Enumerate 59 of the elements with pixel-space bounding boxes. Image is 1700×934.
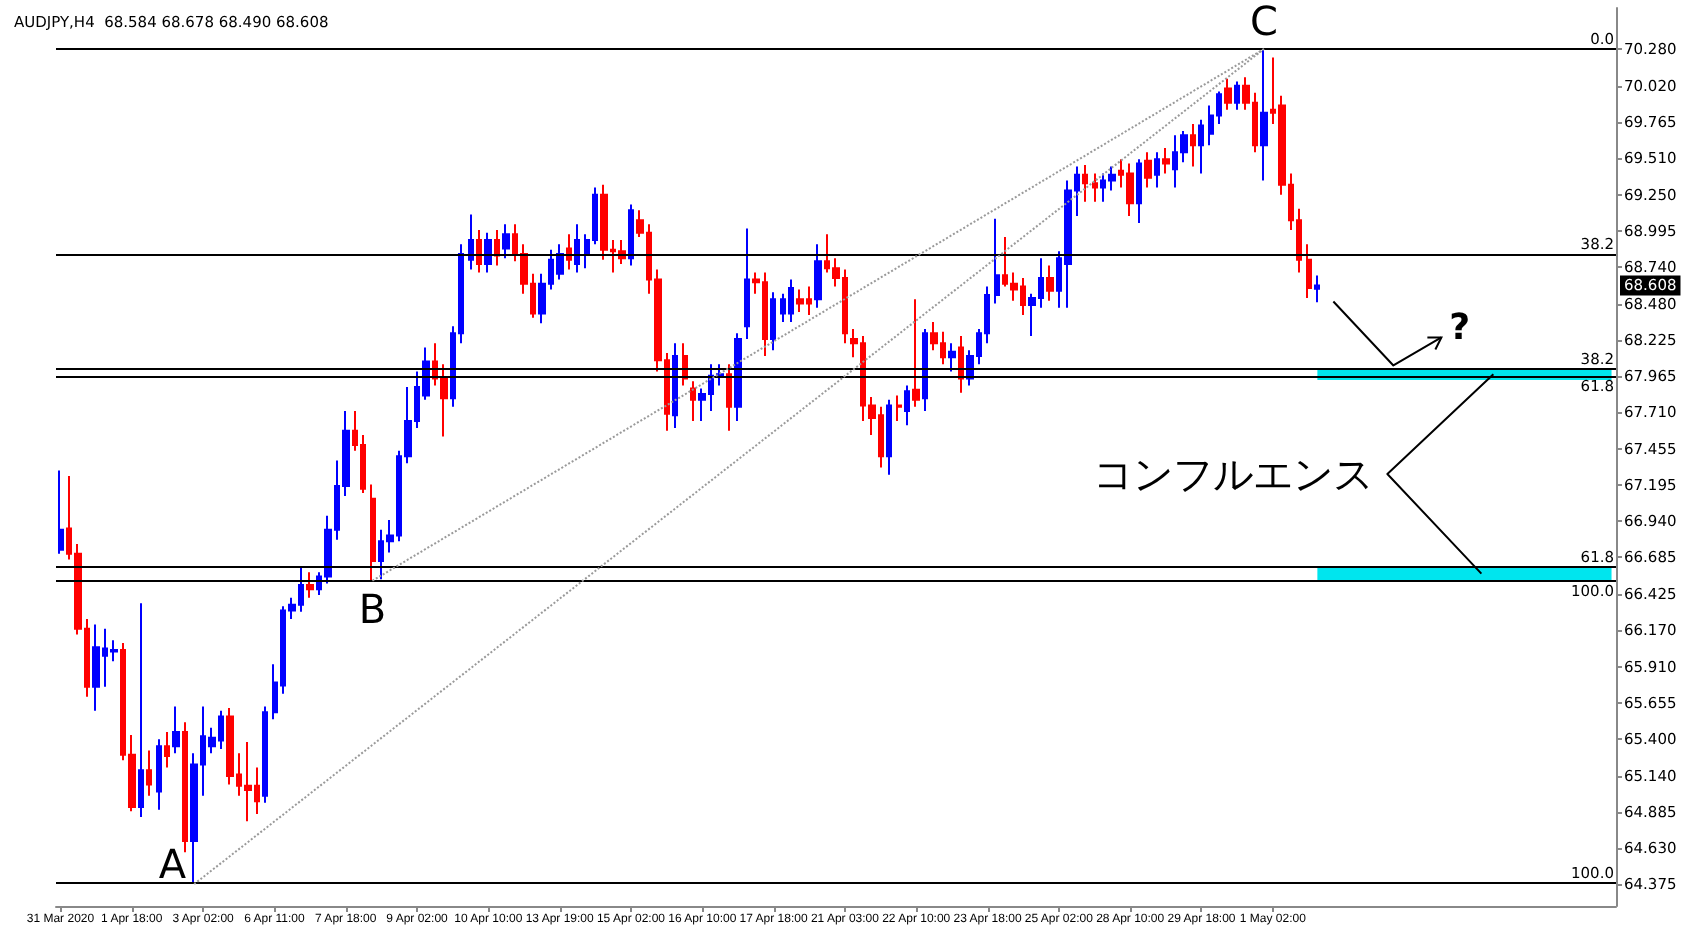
candlestick xyxy=(904,384,910,427)
candlestick xyxy=(468,213,474,271)
candlestick xyxy=(138,602,144,818)
candlestick xyxy=(744,227,750,340)
candlestick xyxy=(770,291,776,352)
candlestick xyxy=(484,231,492,274)
candlestick xyxy=(922,328,928,413)
candlestick xyxy=(814,243,822,309)
candlestick xyxy=(556,243,564,281)
candlestick xyxy=(690,380,696,422)
candlestick xyxy=(716,363,724,387)
candlestick xyxy=(182,721,188,854)
candlestick xyxy=(494,229,500,267)
candlestick xyxy=(92,623,100,712)
candlestick xyxy=(1260,48,1268,182)
candlestick xyxy=(886,398,892,476)
candlestick xyxy=(1136,158,1142,224)
candlestick xyxy=(574,223,580,274)
candlestick xyxy=(734,332,742,422)
candlestick xyxy=(796,288,804,314)
annotation: ? xyxy=(1449,306,1471,349)
candlestick xyxy=(1092,172,1098,203)
candlestick xyxy=(502,223,510,260)
candlestick xyxy=(164,731,170,769)
candlestick xyxy=(476,229,482,274)
candlestick xyxy=(244,740,252,823)
annotation: C xyxy=(1249,0,1278,46)
annotation: コンフルエンス xyxy=(1093,449,1374,498)
candlestick xyxy=(146,749,152,797)
candlestick xyxy=(1190,122,1196,168)
candlestick xyxy=(172,705,180,755)
candlestick xyxy=(1306,243,1312,299)
annotation: A xyxy=(158,840,187,889)
candlestick xyxy=(1162,147,1170,175)
candlestick xyxy=(262,705,268,804)
candlestick xyxy=(1314,274,1320,304)
candlestick xyxy=(1224,77,1232,111)
annotation: B xyxy=(358,584,387,633)
candlestick xyxy=(370,483,376,582)
candlestick xyxy=(672,342,678,430)
candlestick xyxy=(1046,264,1054,302)
candlestick xyxy=(1154,151,1160,189)
candlestick xyxy=(958,335,964,394)
candlestick xyxy=(306,571,314,599)
candlestick xyxy=(628,203,634,267)
candlestick xyxy=(948,342,956,373)
candlestick xyxy=(788,278,794,323)
candlestick xyxy=(1082,163,1088,203)
candlestick xyxy=(912,298,920,408)
candlestick xyxy=(566,233,572,271)
candlestick xyxy=(58,469,64,555)
candlestick xyxy=(1198,118,1204,175)
candlestick xyxy=(1144,151,1152,189)
candlestick xyxy=(726,363,732,432)
candlestick xyxy=(156,738,162,811)
candlestick xyxy=(994,217,1000,305)
candlestick xyxy=(896,394,902,422)
candlestick xyxy=(1234,80,1240,111)
candlestick xyxy=(1126,162,1134,217)
